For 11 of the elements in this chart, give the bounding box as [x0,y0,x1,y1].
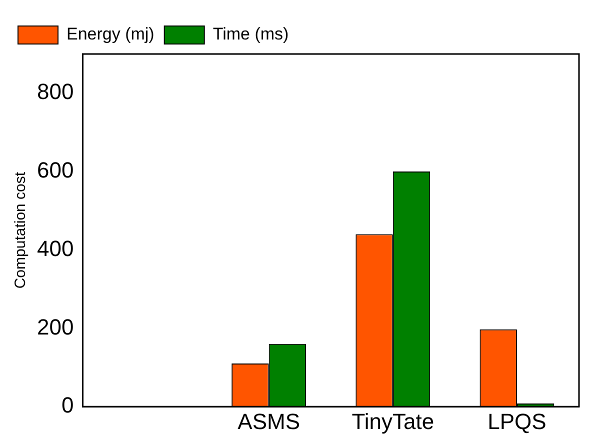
y-tick-label: 400 [36,236,74,261]
y-tick-label: 200 [36,314,74,340]
x-tick-label: ASMS [238,408,300,434]
x-tick-label: LPQS [488,408,546,434]
legend-label: Time (ms) [212,24,289,44]
y-tick-label: 800 [36,79,74,104]
y-tick-label: 0 [61,392,74,418]
x-tick-label: TinyTate [352,408,434,434]
y-tick-label: 600 [36,158,74,183]
legend-label: Energy (mj) [66,24,154,44]
y-axis-title: Computation cost [12,171,30,289]
